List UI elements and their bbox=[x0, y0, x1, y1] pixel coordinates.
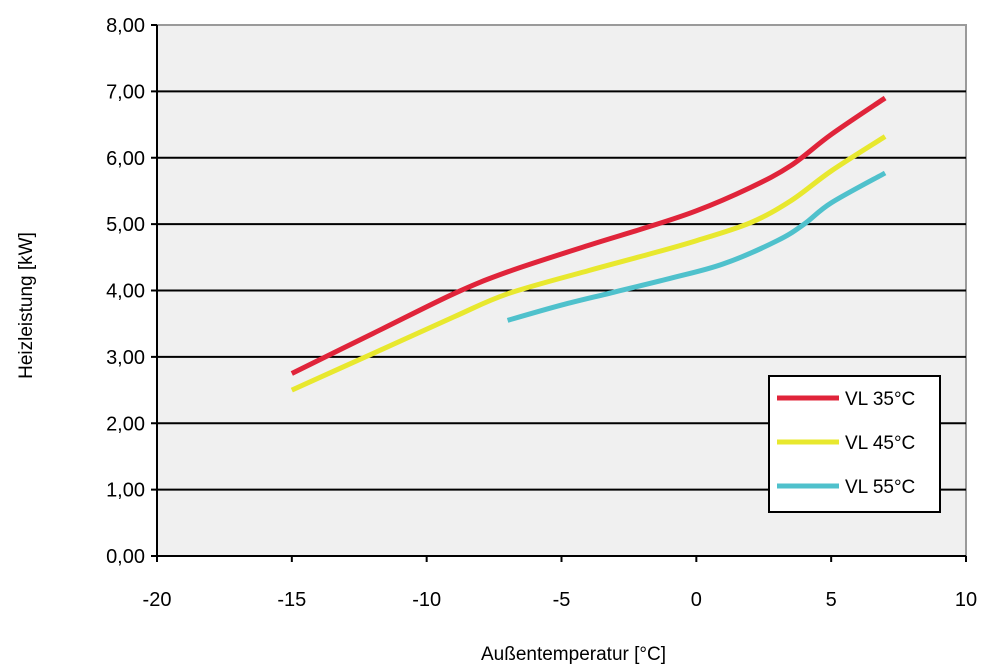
x-tick-label-0: -20 bbox=[143, 589, 172, 611]
series-lines bbox=[290, 95, 887, 393]
x-tick-label-3: -5 bbox=[553, 589, 571, 611]
series-line-1 bbox=[290, 134, 887, 393]
y-tick-label-0: 0,00 bbox=[106, 546, 145, 568]
y-tick-label-6: 6,00 bbox=[106, 148, 145, 170]
y-axis-label: Heizleistung [kW] bbox=[16, 232, 37, 379]
y-tick-label-2: 2,00 bbox=[106, 413, 145, 435]
y-tick-label-7: 7,00 bbox=[106, 81, 145, 103]
x-axis-label: Außentemperatur [°C] bbox=[481, 644, 666, 665]
legend-label-1: VL 45°C bbox=[845, 433, 915, 454]
x-tick-label-5: 5 bbox=[826, 589, 837, 611]
axes: 0,00 1,00 2,00 3,00 4,00 5,00 6,00 7,00 8,00 -20 -… bbox=[106, 15, 977, 611]
legend-label-2: VL 55°C bbox=[845, 477, 915, 498]
y-tick-label-8: 8,00 bbox=[106, 15, 145, 37]
series-line-0 bbox=[290, 95, 887, 376]
y-tick-label-1: 1,00 bbox=[106, 480, 145, 502]
y-tick-label-4: 4,00 bbox=[106, 281, 145, 303]
x-tick-label-6: 10 bbox=[955, 589, 977, 611]
y-tick-label-5: 5,00 bbox=[106, 214, 145, 236]
legend: VL 35°C VL 45°C VL 55°C bbox=[768, 375, 941, 513]
x-tick-label-4: 0 bbox=[691, 589, 702, 611]
legend-label-0: VL 35°C bbox=[845, 389, 915, 410]
series-line-2 bbox=[506, 170, 887, 323]
x-tick-label-1: -15 bbox=[277, 589, 306, 611]
x-tick-label-2: -10 bbox=[412, 589, 441, 611]
y-tick-label-3: 3,00 bbox=[106, 347, 145, 369]
